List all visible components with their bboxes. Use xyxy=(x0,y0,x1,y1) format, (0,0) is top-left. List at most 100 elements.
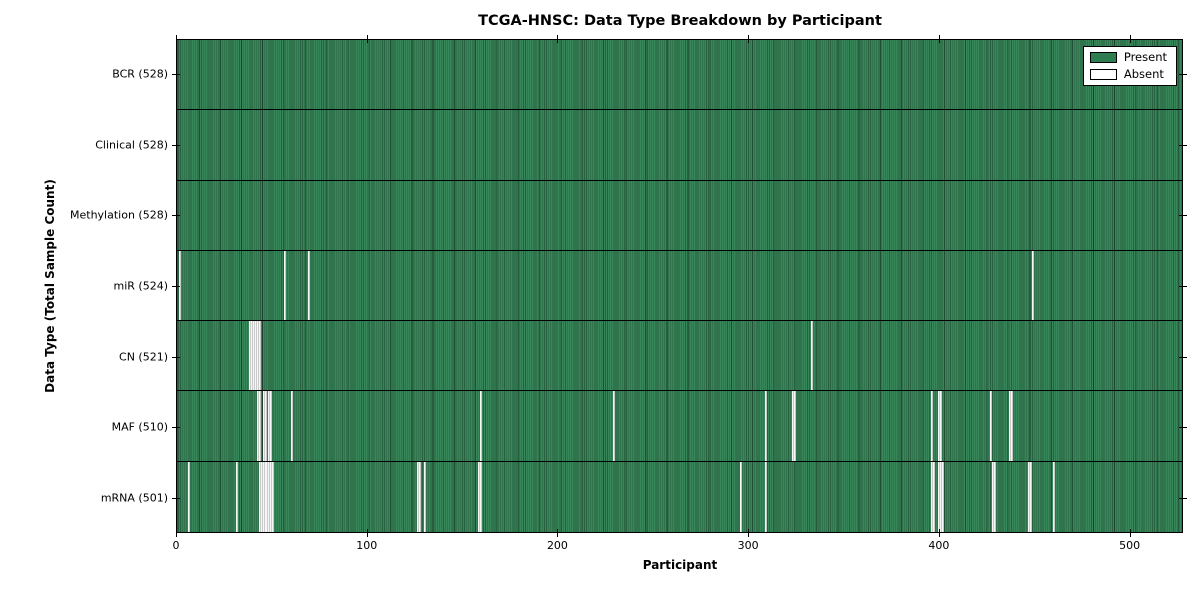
absent-bar-cn-39 xyxy=(251,321,254,391)
absent-bar-mrna-402 xyxy=(942,461,945,532)
legend-label-present: Present xyxy=(1123,50,1167,64)
absent-bar-maf-49 xyxy=(270,391,273,461)
absent-bar-mrna-47 xyxy=(266,461,269,532)
legend: Present Absent xyxy=(1082,46,1177,86)
heatmap-rows-container xyxy=(177,40,1182,532)
absent-bar-mrna-396 xyxy=(930,461,933,532)
chart-title: TCGA-HNSC: Data Type Breakdown by Partic… xyxy=(478,13,882,29)
absent-bar-mrna-43 xyxy=(258,461,261,532)
heatmap-row-methylation xyxy=(177,180,1182,251)
absent-bar-maf-43 xyxy=(258,391,261,461)
ytick-label-mrna: mRNA (501) xyxy=(100,491,168,505)
heatmap-row-mrna xyxy=(177,461,1182,532)
legend-swatch-present-icon xyxy=(1089,52,1117,64)
ytick-mark-left xyxy=(172,497,180,499)
absent-bar-maf-400 xyxy=(938,391,941,461)
absent-bar-mrna-44 xyxy=(260,461,263,532)
absent-bar-mrna-401 xyxy=(940,461,943,532)
absent-bar-mir-69 xyxy=(308,250,311,321)
absent-bar-mrna-428 xyxy=(991,461,994,532)
absent-bar-mrna-159 xyxy=(479,461,482,532)
absent-bar-mrna-50 xyxy=(272,461,275,532)
ytick-mark-right xyxy=(1179,215,1187,217)
absent-bar-maf-427 xyxy=(989,391,992,461)
absent-bar-cn-333 xyxy=(810,321,813,391)
ytick-mark-right xyxy=(1179,74,1187,76)
absent-bar-mrna-448 xyxy=(1029,461,1032,532)
xtick-label-200: 200 xyxy=(546,539,568,552)
absent-bar-maf-309 xyxy=(765,391,768,461)
absent-bar-mrna-127 xyxy=(418,461,421,532)
legend-item-present: Present xyxy=(1089,50,1167,64)
xtick-label-300: 300 xyxy=(737,539,759,552)
absent-bar-maf-45 xyxy=(262,391,265,461)
xtick-mark-bottom xyxy=(176,529,177,537)
absent-bar-mrna-31 xyxy=(236,461,238,532)
xtick-mark-bottom xyxy=(1129,529,1131,537)
ytick-mark-right xyxy=(1179,427,1187,429)
xtick-mark-bottom xyxy=(557,529,559,537)
absent-bar-maf-42 xyxy=(256,391,259,461)
ytick-mark-right xyxy=(1179,286,1187,287)
absent-bar-mrna-48 xyxy=(268,461,271,532)
xtick-label-400: 400 xyxy=(928,539,950,552)
heatmap-row-clinical xyxy=(177,110,1182,181)
absent-bar-maf-396 xyxy=(930,391,933,461)
xtick-mark-top xyxy=(938,35,940,43)
absent-bar-maf-159 xyxy=(479,391,482,461)
legend-item-absent: Absent xyxy=(1089,68,1167,81)
absent-bar-maf-46 xyxy=(264,391,267,461)
xtick-mark-top xyxy=(366,35,368,43)
absent-bar-mrna-6 xyxy=(188,461,191,532)
absent-bar-mir-1 xyxy=(178,250,181,321)
ytick-mark-left xyxy=(172,286,180,287)
absent-bar-mrna-397 xyxy=(932,461,935,532)
ytick-label-methylation: Methylation (528) xyxy=(70,208,168,222)
ytick-label-bcr: BCR (528) xyxy=(112,67,168,81)
ytick-mark-left xyxy=(172,144,180,146)
y-axis-label: Data Type (Total Sample Count) xyxy=(43,179,57,393)
ytick-label-clinical: Clinical (528) xyxy=(95,138,168,152)
absent-bar-maf-437 xyxy=(1008,391,1011,461)
legend-swatch-absent-icon xyxy=(1089,68,1117,80)
xtick-label-500: 500 xyxy=(1119,539,1141,552)
absent-bar-mrna-429 xyxy=(993,461,996,532)
ytick-mark-right xyxy=(1179,144,1187,146)
ytick-mark-right xyxy=(1179,356,1187,358)
absent-bar-maf-323 xyxy=(791,391,794,461)
xtick-label-100: 100 xyxy=(356,539,378,552)
absent-bar-maf-60 xyxy=(291,391,294,461)
absent-bar-cn-42 xyxy=(256,321,259,391)
absent-bar-cn-41 xyxy=(255,321,258,391)
ytick-label-mir: miR (524) xyxy=(113,279,169,293)
absent-bar-maf-324 xyxy=(793,391,796,461)
ytick-mark-left xyxy=(172,427,180,429)
absent-bar-cn-43 xyxy=(258,321,261,391)
absent-bar-mrna-49 xyxy=(270,461,273,532)
absent-bar-mrna-309 xyxy=(765,461,768,532)
xtick-mark-top xyxy=(748,35,750,43)
absent-bar-maf-48 xyxy=(268,391,271,461)
absent-bar-cn-38 xyxy=(249,321,252,391)
absent-bar-mrna-296 xyxy=(740,461,743,532)
absent-bar-mrna-46 xyxy=(264,461,267,532)
absent-bar-mrna-45 xyxy=(262,461,265,532)
xtick-mark-top xyxy=(176,35,177,43)
absent-bar-mrna-126 xyxy=(416,461,419,532)
absent-bar-mrna-400 xyxy=(938,461,941,532)
ytick-mark-left xyxy=(172,215,180,217)
xtick-mark-top xyxy=(1129,35,1131,43)
ytick-mark-right xyxy=(1179,497,1187,499)
xtick-label-0: 0 xyxy=(172,539,180,552)
absent-bar-cn-40 xyxy=(253,321,256,391)
absent-bar-mrna-460 xyxy=(1052,461,1055,532)
ytick-mark-left xyxy=(172,356,180,358)
absent-bar-maf-438 xyxy=(1010,391,1013,461)
ytick-label-maf: MAF (510) xyxy=(111,420,168,434)
absent-bar-mrna-158 xyxy=(477,461,480,532)
plot-area: Present Absent xyxy=(176,39,1183,533)
heatmap-row-bcr xyxy=(177,40,1182,111)
xtick-mark-top xyxy=(557,35,559,43)
absent-bar-mir-449 xyxy=(1031,250,1034,321)
